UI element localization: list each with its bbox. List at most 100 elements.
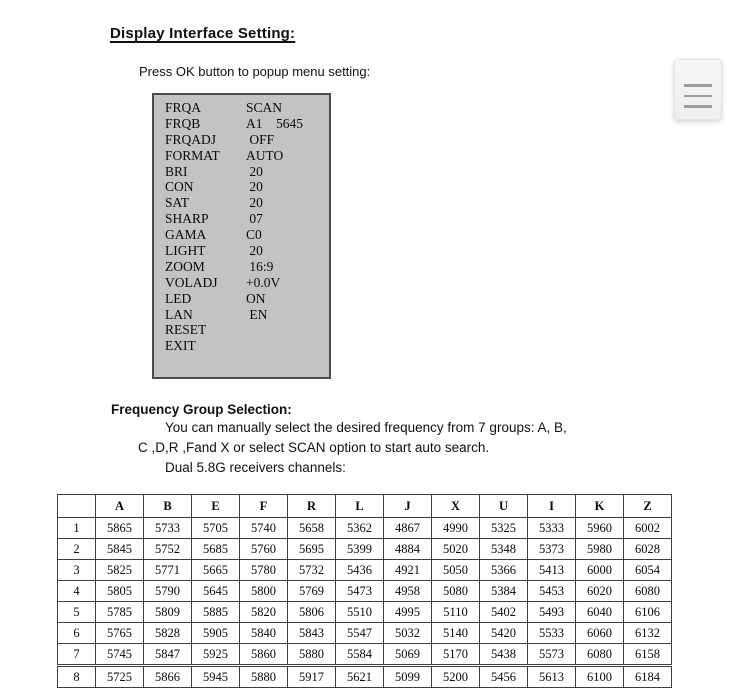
channel-cell: 5725 [95, 664, 144, 688]
channel-cell: 5845 [95, 538, 144, 560]
channel-cell: 5510 [335, 601, 384, 623]
channels-col-header: F [239, 494, 288, 518]
channels-col-header: K [575, 494, 624, 518]
menu-item-label: FRQB [165, 115, 201, 131]
channel-cell: 5473 [335, 580, 384, 602]
channel-cell: 5820 [239, 601, 288, 623]
channel-cell: 5333 [527, 517, 576, 539]
channels-col-header: E [191, 494, 240, 518]
table-corner-cell [57, 494, 96, 518]
channel-cell: 5880 [239, 664, 288, 688]
channel-cell: 5366 [479, 559, 528, 581]
menu-item: SAT 20 [165, 195, 329, 211]
channels-col-header: X [431, 494, 480, 518]
channel-cell: 5752 [143, 538, 192, 560]
menu-item-label: FRQADJ [165, 131, 217, 147]
frequency-section-line1: You can manually select the desired freq… [165, 420, 567, 435]
menu-item: LED ON [165, 291, 329, 307]
menu-item-value: AUTO [246, 147, 284, 163]
channel-cell: 4995 [383, 601, 432, 623]
menu-item-label: FORMAT [165, 147, 220, 163]
menu-item-label: LED [165, 290, 192, 306]
channel-cell: 5685 [191, 538, 240, 560]
channel-cell: 5825 [95, 559, 144, 581]
menu-item: CON 20 [165, 179, 329, 195]
channel-cell: 5790 [143, 580, 192, 602]
channels-col-header: I [527, 494, 576, 518]
channel-cell: 5069 [383, 643, 432, 666]
channel-cell: 5866 [143, 664, 192, 688]
channels-col-header: J [383, 494, 432, 518]
menu-item-label: GAMA [165, 227, 207, 243]
menu-item-value: 20 [246, 243, 263, 259]
channel-cell: 6028 [623, 538, 672, 560]
intro-text: Press OK button to popup menu setting: [139, 64, 371, 79]
channel-cell: 5880 [287, 643, 336, 666]
channel-cell: 5658 [287, 517, 336, 539]
channel-cell: 4884 [383, 538, 432, 560]
channel-cell: 5099 [383, 664, 432, 688]
menu-item-value: ON [246, 290, 266, 306]
row-number: 8 [57, 664, 96, 688]
menu-item-value: A1 5645 [246, 115, 303, 131]
channel-cell: 5809 [143, 601, 192, 623]
menu-item-label: RESET [165, 322, 207, 338]
menu-item-label: CON [165, 179, 194, 195]
channel-cell: 5645 [191, 580, 240, 602]
viewer-menu-button[interactable] [674, 59, 722, 120]
channel-cell: 5847 [143, 643, 192, 666]
channel-cell: 5665 [191, 559, 240, 581]
channel-cell: 5573 [527, 643, 576, 666]
channel-cell: 5050 [431, 559, 480, 581]
menu-item: VOLADJ +0.0V [165, 275, 329, 291]
menu-item: FRQA SCAN [165, 100, 329, 116]
channel-cell: 5613 [527, 664, 576, 688]
row-number: 3 [57, 559, 96, 581]
channel-cell: 5020 [431, 538, 480, 560]
channels-col-header: Z [623, 494, 672, 518]
channel-cell: 6060 [575, 622, 624, 644]
channel-cell: 5733 [143, 517, 192, 539]
channel-cell: 6184 [623, 664, 672, 688]
menu-item: FRQB A1 5645 [165, 116, 329, 132]
frequency-section-line3: Dual 5.8G receivers channels: [165, 460, 346, 475]
frequency-section-line2: C ,D,R ,Fand X or select SCAN option to … [138, 440, 490, 455]
channels-col-header: B [143, 494, 192, 518]
channel-cell: 5885 [191, 601, 240, 623]
channels-col-header: A [95, 494, 144, 518]
channel-cell: 6132 [623, 622, 672, 644]
menu-item-value: +0.0V [246, 274, 281, 290]
channel-cell: 4921 [383, 559, 432, 581]
channel-cell: 5413 [527, 559, 576, 581]
menu-item-label: ZOOM [165, 258, 205, 274]
channel-cell: 6002 [623, 517, 672, 539]
channel-cell: 5917 [287, 664, 336, 688]
channels-col-header: U [479, 494, 528, 518]
channel-cell: 5843 [287, 622, 336, 644]
channel-cell: 5806 [287, 601, 336, 623]
channel-cell: 5547 [335, 622, 384, 644]
menu-item: ZOOM 16:9 [165, 259, 329, 275]
menu-item: FORMAT AUTO [165, 148, 329, 164]
channel-cell: 5745 [95, 643, 144, 666]
channels-col-header: L [335, 494, 384, 518]
channel-cell: 5771 [143, 559, 192, 581]
channel-cell: 5840 [239, 622, 288, 644]
channel-cell: 5348 [479, 538, 528, 560]
channel-cell: 5960 [575, 517, 624, 539]
channel-cell: 5170 [431, 643, 480, 666]
channel-cell: 5402 [479, 601, 528, 623]
menu-item: RESET [165, 322, 329, 338]
channel-cell: 5140 [431, 622, 480, 644]
channel-cell: 5420 [479, 622, 528, 644]
channel-cell: 5945 [191, 664, 240, 688]
channel-cell: 5780 [239, 559, 288, 581]
hamburger-icon [675, 84, 721, 108]
channel-cell: 5621 [335, 664, 384, 688]
channel-cell: 5456 [479, 664, 528, 688]
channel-cell: 5533 [527, 622, 576, 644]
table-row: 2 5845 5752 5685 5760 5695 5399 4884 5020 5348 537… [57, 538, 672, 560]
row-number: 5 [57, 601, 96, 623]
